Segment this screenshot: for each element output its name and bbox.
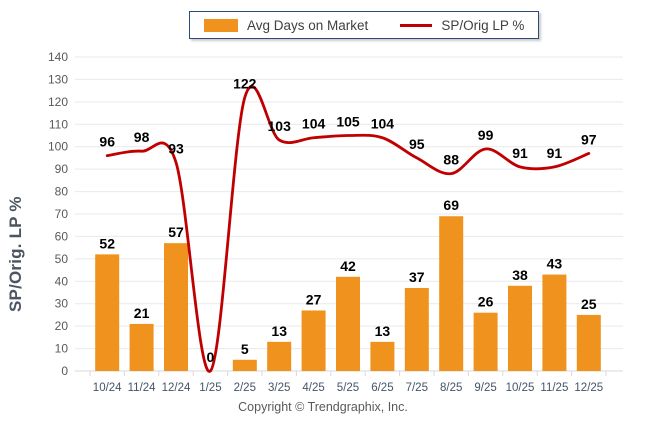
line-value-label: 93 — [168, 140, 184, 156]
bar — [542, 274, 567, 371]
line-value-label: 98 — [134, 129, 150, 145]
bar — [473, 312, 498, 371]
x-tick-label: 2/25 — [234, 382, 256, 394]
bar — [95, 254, 120, 371]
legend: Avg Days on Market SP/Orig LP % — [189, 11, 540, 39]
bar-value-label: 26 — [478, 294, 494, 310]
x-tick-label: 7/25 — [406, 382, 428, 394]
y-tick-label: 90 — [55, 162, 69, 176]
line-value-label: 122 — [233, 75, 257, 91]
bar-value-label: 69 — [443, 197, 459, 213]
x-tick-label: 10/24 — [93, 382, 122, 394]
bar-value-label: 57 — [168, 224, 184, 240]
bar-value-label: 21 — [134, 305, 150, 321]
y-tick-label: 130 — [48, 72, 68, 86]
bar-value-label: 42 — [340, 258, 356, 274]
y-tick-label: 40 — [55, 274, 69, 288]
line-series — [105, 85, 591, 373]
x-tick-label: 12/24 — [162, 382, 191, 394]
x-tick-label: 12/25 — [574, 382, 603, 394]
bar-value-label: 25 — [581, 296, 597, 312]
bar — [232, 359, 257, 371]
x-tick-label: 8/25 — [440, 382, 462, 394]
x-tick-label: 3/25 — [268, 382, 290, 394]
legend-label-line: SP/Orig LP % — [441, 17, 525, 33]
y-tick-label: 0 — [61, 364, 68, 378]
line-value-label: 97 — [581, 131, 597, 147]
line-value-label: 103 — [268, 118, 292, 134]
x-tick-label: 9/25 — [474, 382, 496, 394]
y-tick-label: 100 — [48, 140, 68, 154]
line-value-label: 104 — [302, 116, 326, 132]
bar — [576, 314, 601, 371]
y-tick-label: 30 — [55, 297, 69, 311]
bar-value-label: 27 — [306, 291, 322, 307]
bar — [301, 310, 326, 371]
bar — [267, 341, 292, 371]
x-tick-label: 4/25 — [302, 382, 324, 394]
line-value-label: 88 — [443, 152, 459, 168]
line-series-swatch-icon — [400, 23, 433, 27]
line-value-label: 105 — [336, 114, 360, 130]
legend-label-bar: Avg Days on Market — [247, 17, 369, 33]
y-tick-label: 70 — [55, 207, 69, 221]
y-tick-label: 60 — [55, 229, 69, 243]
line-value-label: 91 — [547, 145, 563, 161]
bar — [164, 243, 188, 371]
line-value-label: 95 — [409, 136, 425, 152]
line-value-label: 99 — [478, 127, 494, 143]
bar-value-label: 13 — [375, 323, 391, 339]
bar — [404, 288, 429, 371]
line-value-label: 91 — [512, 145, 528, 161]
line-value-label: 104 — [371, 116, 395, 132]
y-tick-label: 120 — [48, 95, 68, 109]
x-tick-label: 6/25 — [371, 382, 393, 394]
x-tick-label: 10/25 — [506, 382, 535, 394]
line-value-label: 96 — [99, 134, 115, 150]
bar — [336, 276, 360, 371]
x-tick-label: 5/25 — [337, 382, 359, 394]
bar — [129, 323, 154, 371]
x-tick-label: 1/25 — [199, 382, 221, 394]
y-tick-label: 10 — [55, 342, 69, 356]
y-tick-label: 110 — [49, 117, 68, 131]
copyright-text: Copyright © Trendgraphix, Inc. — [238, 400, 408, 414]
x-tick-label: 11/25 — [540, 382, 568, 394]
bar-value-label: 43 — [547, 256, 563, 272]
bar-value-label: 37 — [409, 269, 425, 285]
line-value-label: 0 — [207, 349, 215, 365]
bar — [508, 285, 532, 371]
bar-value-label: 52 — [99, 235, 115, 251]
y-tick-label: 20 — [55, 319, 69, 333]
bar-series-swatch-icon — [204, 18, 238, 32]
bar-value-label: 38 — [512, 267, 528, 283]
bar-value-label: 13 — [271, 323, 287, 339]
bar-value-label: 5 — [241, 341, 249, 357]
y-tick-label: 80 — [55, 185, 69, 199]
y-tick-label: 140 — [48, 50, 68, 64]
bar — [439, 216, 464, 371]
x-tick-label: 11/24 — [128, 382, 157, 394]
bar — [370, 341, 395, 371]
y-tick-label: 50 — [55, 252, 69, 266]
